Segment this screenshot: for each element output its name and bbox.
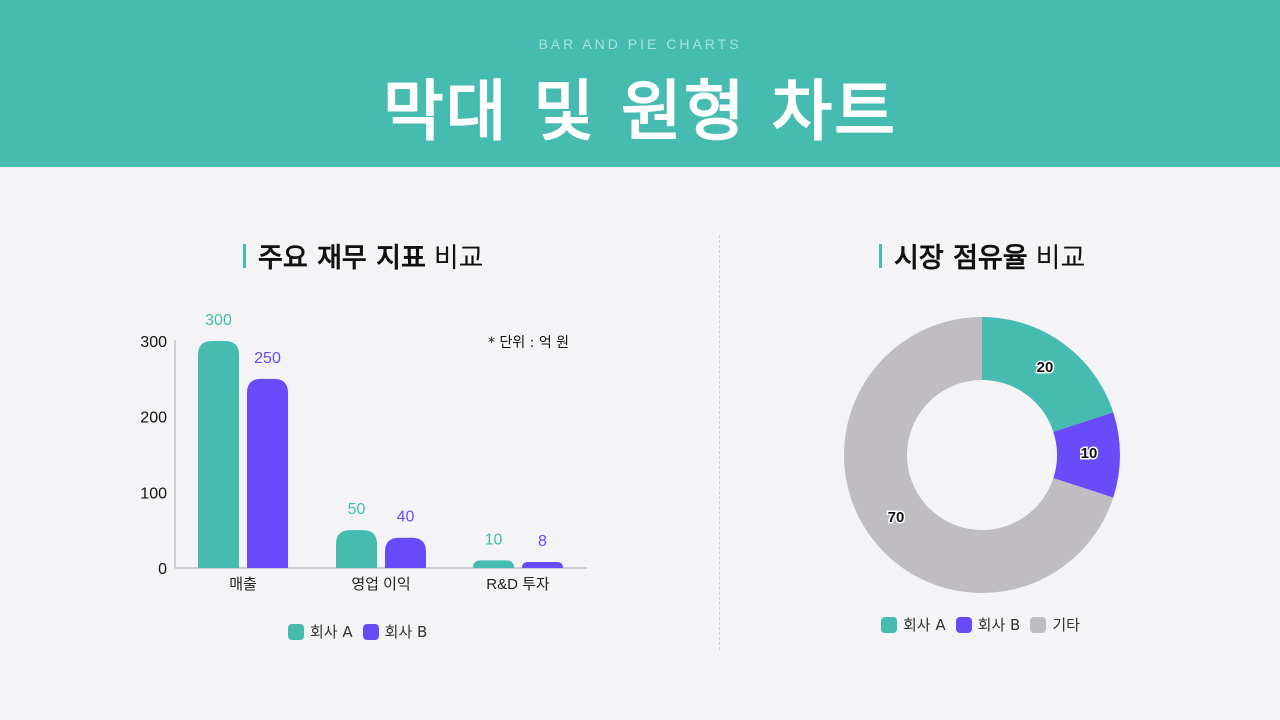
legend-item: 회사 A [288,621,353,642]
title-accent-bar [243,243,246,268]
bar-chart-title-bold: 주요 재무 지표 [258,243,426,274]
bar-value-label: 250 [254,350,281,367]
bar [522,561,563,568]
title-accent-bar [879,243,882,268]
section-divider [719,235,720,650]
header-banner: BAR AND PIE CHARTS 막대 및 원형 차트 [0,0,1280,167]
y-tick-label: 0 [158,561,167,578]
pie-chart-title-bold: 시장 점유율 [894,243,1028,274]
legend-label: 기타 [1052,616,1080,634]
donut-slice [982,317,1114,432]
pie-chart-title-light: 비교 [1035,243,1086,274]
legend-swatch [955,616,972,633]
legend-label: 회사 B [384,623,428,641]
pie-chart-title: 시장 점유율 비교 [879,236,1085,275]
slice-value-label: 10 [1081,445,1098,462]
x-category-label: R&D 투자 [486,576,550,593]
y-tick-label: 100 [140,485,167,502]
bar-value-label: 10 [485,531,503,548]
donut-slice [844,317,1114,594]
legend-label: 회사 A [903,616,946,634]
bar [336,530,377,568]
bar [385,537,426,568]
x-category-label: 영업 이익 [351,576,410,593]
donut-slice [1053,412,1121,498]
pie-chart-legend: 회사 A 회사 B 기타 [881,614,1090,635]
legend-swatch [288,623,304,640]
legend-item: 기타 [1030,614,1080,635]
bar-chart-legend: 회사 A 회사 B [288,621,437,642]
bar-value-label: 8 [538,533,547,550]
x-category-label: 매출 [229,576,257,593]
legend-label: 회사 A [310,623,353,641]
legend-swatch [1030,616,1047,633]
bar-value-label: 50 [348,501,366,518]
legend-swatch [881,616,897,633]
bar [473,560,514,568]
bar [247,378,288,568]
page-subtitle: BAR AND PIE CHARTS [538,36,742,52]
legend-item: 회사 A [881,614,946,635]
page-title: 막대 및 원형 차트 [383,73,897,150]
bar-chart-title: 주요 재무 지표 비교 [243,236,484,275]
legend-label: 회사 B [977,616,1021,634]
bar [198,341,239,568]
bar-value-label: 300 [205,312,232,329]
legend-swatch [362,623,379,640]
bar-chart-title-light: 비교 [433,243,484,274]
y-tick-label: 200 [140,410,167,427]
slice-value-label: 20 [1037,359,1054,376]
slice-value-label: 70 [888,509,905,526]
unit-note: * 단위 : 억 원 [488,335,570,351]
legend-item: 회사 B [362,621,428,642]
legend-item: 회사 B [955,614,1021,635]
bar-value-label: 40 [397,509,415,526]
y-tick-label: 300 [140,334,167,351]
